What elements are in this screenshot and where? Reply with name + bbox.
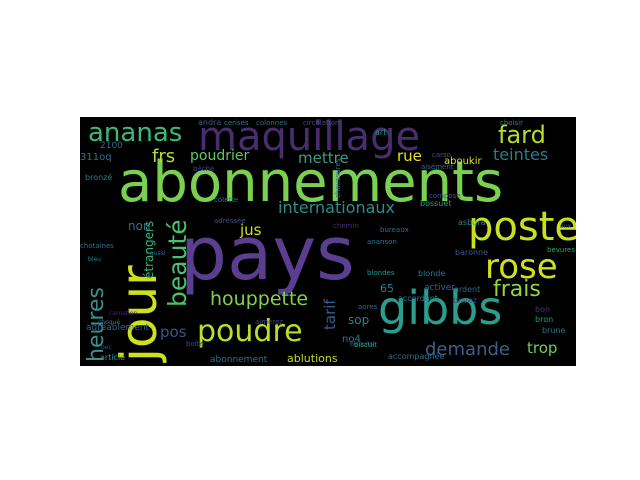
cloud-word: aores	[358, 303, 378, 311]
cloud-word: aussi	[150, 250, 166, 257]
cloud-word: choqué	[98, 319, 121, 326]
cloud-word: pos	[160, 323, 187, 341]
cloud-word: demande	[425, 339, 510, 360]
cloud-word: 65	[380, 282, 394, 295]
cloud-word: biscuit	[354, 341, 378, 349]
cloud-word: aboukir	[444, 156, 482, 167]
cloud-word: frais	[493, 277, 541, 302]
cloud-word: trop	[527, 339, 558, 357]
cloud-word: poudre	[197, 314, 303, 349]
cloud-word: brune	[542, 326, 566, 335]
cloud-word: ananas	[88, 118, 183, 148]
cloud-word: ananson	[367, 238, 397, 246]
cloud-word: abonnements	[118, 150, 504, 215]
cloud-word: 2100	[100, 141, 123, 151]
cloud-word: circulation	[303, 119, 340, 127]
cloud-word: frs	[152, 146, 176, 167]
cloud-word: rose	[485, 247, 558, 287]
cloud-word: internationaux	[278, 198, 396, 217]
cloud-word: fard	[498, 121, 546, 149]
cloud-word: adressée	[214, 217, 246, 225]
cloud-word: jus	[240, 221, 262, 239]
cloud-word: art	[375, 128, 387, 137]
cloud-word: boîte	[186, 340, 204, 348]
cloud-word: agréablement	[86, 323, 150, 333]
word-cloud: pays abonnements maquillage gibbs jour poste r…	[80, 117, 576, 366]
cloud-word: blonde	[418, 269, 446, 278]
cloud-word: accompagnée	[388, 352, 445, 361]
cloud-word: colette	[214, 196, 239, 204]
cloud-word: poste	[468, 204, 576, 250]
cloud-word: bêche	[193, 165, 215, 173]
cloud-word: activer	[424, 283, 456, 293]
cloud-word: ablutions	[287, 352, 338, 365]
cloud-word: 311oq	[80, 152, 112, 163]
cloud-word: aux	[560, 223, 572, 230]
cloud-word: no4	[342, 334, 361, 345]
cloud-word: chotaines	[80, 242, 114, 250]
cloud-word: bleu	[88, 256, 101, 263]
cloud-word: chemin	[333, 222, 359, 230]
cloud-word: ardent	[454, 285, 481, 294]
cloud-word: andra	[198, 118, 222, 127]
cloud-word: bec	[101, 344, 112, 351]
cloud-word: pays	[180, 211, 355, 297]
cloud-word: maquillage	[198, 117, 421, 160]
cloud-word: baronne	[455, 248, 489, 257]
cloud-word: houppette	[210, 288, 309, 310]
cloud-word: colonnes	[256, 119, 288, 127]
cloud-word: cerises	[224, 119, 249, 127]
cloud-word: poudrier	[190, 148, 250, 164]
cloud-word: bron	[535, 315, 554, 324]
cloud-word: compose	[429, 192, 461, 200]
cloud-word: abonnement	[210, 355, 268, 365]
cloud-word: blondes	[367, 269, 395, 277]
cloud-word: bureaux	[380, 226, 409, 234]
cloud-word: carnation	[109, 310, 138, 317]
cloud-word: non	[128, 219, 151, 233]
cloud-word: carso	[432, 151, 451, 159]
cloud-word: gibbs	[378, 281, 503, 335]
cloud-word: aisément	[421, 163, 454, 171]
cloud-word: bossuet	[420, 199, 452, 208]
cloud-word: bronzé	[85, 173, 113, 182]
cloud-word: aimerez	[255, 318, 284, 326]
cloud-word: buvez	[453, 296, 478, 305]
cloud-word: bon	[535, 305, 551, 314]
cloud-word: sop	[348, 313, 370, 327]
cloud-word: rue	[397, 147, 422, 165]
cloud-word: teintes	[493, 145, 549, 164]
cloud-word: biscuits	[350, 341, 373, 348]
cloud-word: choisir	[500, 119, 523, 127]
cloud-word: bevures	[547, 246, 576, 254]
cloud-word: asbura	[458, 218, 486, 227]
cloud-word: chaussures	[334, 158, 342, 198]
cloud-word: mettre	[298, 149, 349, 167]
cloud-word: beauté	[163, 219, 192, 307]
cloud-word: article	[100, 353, 126, 362]
cloud-word: tarif	[321, 299, 339, 330]
cloud-word: accordant	[398, 294, 438, 303]
